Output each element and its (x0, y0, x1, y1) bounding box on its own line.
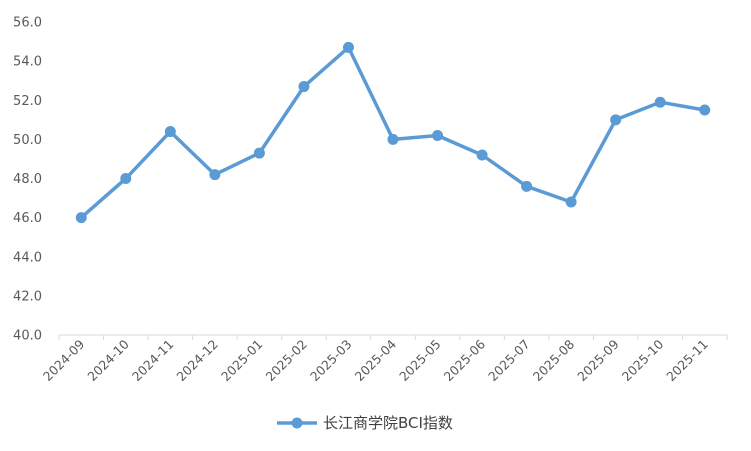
x-tick-label: 2025-02 (263, 337, 311, 385)
data-point (521, 180, 533, 192)
y-tick-label: 52.0 (13, 94, 42, 109)
data-point (387, 133, 399, 145)
data-point (342, 41, 354, 53)
x-tick-label: 2025-10 (619, 336, 667, 384)
x-tick-label: 2025-01 (218, 337, 266, 385)
data-point (565, 196, 577, 208)
data-point (253, 147, 265, 159)
y-tick-label: 40.0 (13, 329, 42, 344)
data-point (164, 126, 176, 138)
y-tick-label: 54.0 (13, 55, 42, 70)
x-tick-label: 2025-07 (485, 337, 533, 385)
data-point (209, 169, 221, 181)
x-tick-label: 2025-03 (307, 337, 355, 385)
series-layer (75, 41, 711, 224)
x-tick-label: 2024-12 (173, 337, 221, 385)
y-axis-ticks: 40.0 42.0 44.0 46.0 48.0 50.0 52.0 54.0 56.0 (13, 16, 42, 344)
y-tick-label: 56.0 (13, 16, 42, 31)
x-tick-label: 2025-09 (574, 336, 622, 384)
data-point (610, 114, 622, 126)
data-point (699, 104, 711, 116)
x-tick-label: 2025-06 (441, 336, 489, 384)
legend-label: 长江商学院BCI指数 (323, 414, 453, 432)
legend-point-marker (291, 417, 303, 429)
data-point (120, 173, 132, 184)
x-tick-label: 2024-10 (84, 336, 132, 384)
x-tick-label: 2024-11 (129, 337, 177, 385)
y-tick-label: 50.0 (13, 133, 42, 148)
y-tick-label: 44.0 (13, 250, 42, 265)
x-tick-label: 2025-11 (663, 337, 711, 385)
x-tick-label: 2025-05 (396, 337, 444, 385)
data-point (476, 149, 488, 161)
y-tick-label: 46.0 (13, 211, 42, 226)
x-tick-label: 2025-08 (530, 336, 578, 384)
data-point (298, 81, 310, 93)
data-point (75, 212, 87, 224)
data-point (654, 96, 666, 108)
data-point (432, 129, 444, 141)
x-axis-tick-marks (58, 335, 728, 340)
x-axis-tick-labels: 2024-092024-102024-112024-122025-012025-… (40, 336, 711, 384)
legend: 长江商学院BCI指数 (277, 414, 453, 432)
y-tick-label: 42.0 (13, 289, 42, 304)
x-tick-label: 2024-09 (40, 336, 88, 384)
x-tick-label: 2025-04 (352, 336, 400, 384)
y-tick-label: 48.0 (13, 172, 42, 187)
